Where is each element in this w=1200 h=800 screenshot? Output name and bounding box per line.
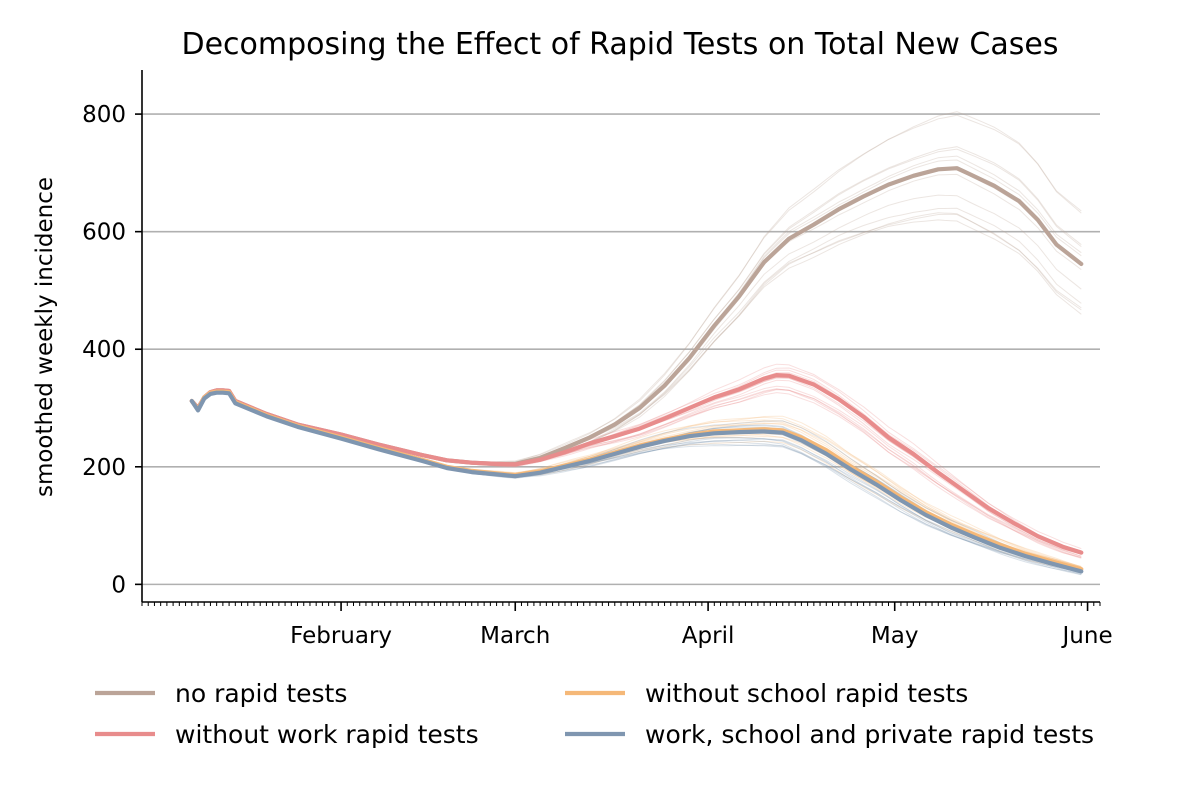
series-line-0 (189, 166, 1084, 466)
legend-label: work, school and private rapid tests (645, 720, 1094, 749)
x-tick-label: March (480, 623, 550, 649)
legend-label: without school rapid tests (645, 679, 968, 708)
y-tick-label: 0 (111, 572, 126, 598)
ensemble-run (191, 155, 1082, 464)
ensemble-lines (191, 111, 1082, 576)
y-tick-label: 400 (82, 337, 126, 363)
gridlines (142, 113, 1100, 586)
ensemble-run (191, 173, 1082, 466)
x-tick-label: June (1061, 623, 1113, 649)
axes: 0 200 400 600 800 February March April May June (82, 70, 1113, 649)
legend-label: without work rapid tests (175, 720, 479, 749)
y-tick-label: 600 (82, 220, 126, 246)
legend: no rapid tests without school rapid tests… (95, 679, 1094, 749)
x-tick-label: April (682, 623, 735, 649)
series-line-3 (189, 390, 1084, 574)
chart-title: Decomposing the Effect of Rapid Tests on… (182, 27, 1059, 62)
y-tick-label: 200 (82, 455, 126, 481)
x-tick-label: May (871, 623, 919, 649)
x-tick-label: February (290, 623, 392, 649)
legend-label: no rapid tests (175, 679, 347, 708)
y-axis-label: smoothed weekly incidence (32, 177, 58, 497)
y-tick-label: 800 (82, 102, 126, 128)
series-lines (189, 166, 1084, 574)
